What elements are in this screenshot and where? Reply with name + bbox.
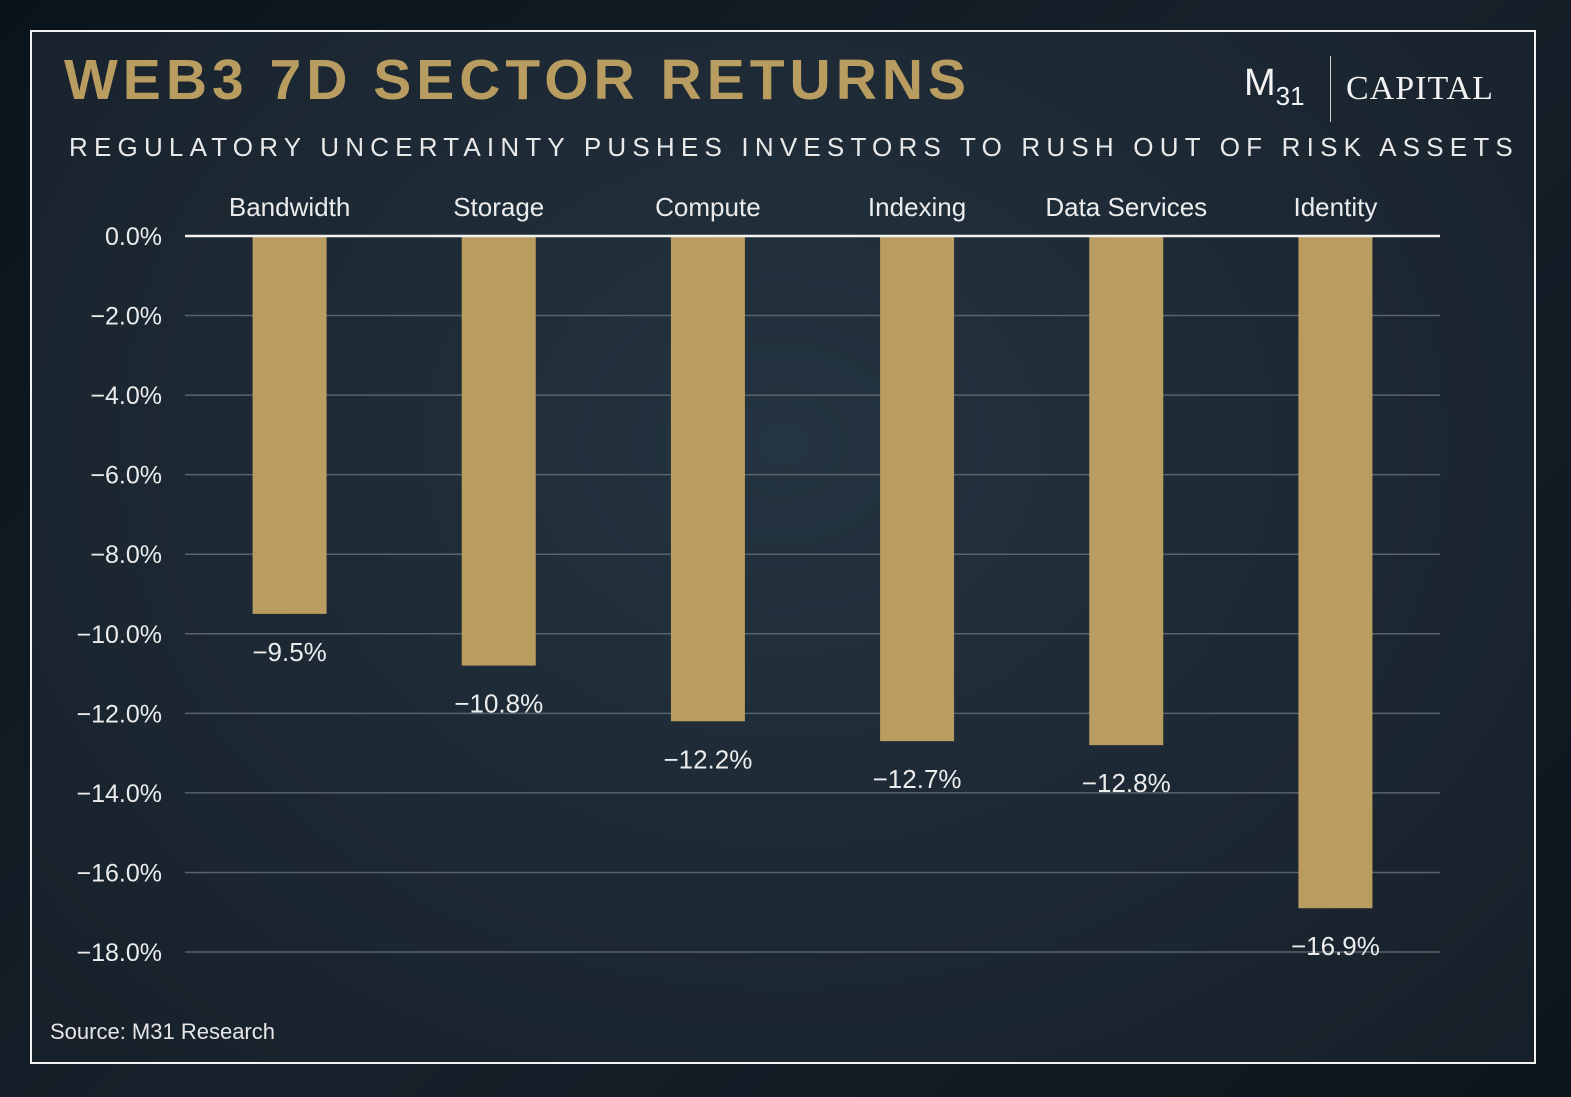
bar bbox=[252, 236, 327, 614]
y-tick-label: −6.0% bbox=[90, 462, 162, 490]
data-label: −9.5% bbox=[252, 637, 326, 667]
y-tick-label: −12.0% bbox=[77, 700, 163, 728]
category-label: Storage bbox=[453, 192, 544, 222]
logo-mark-letter: M bbox=[1244, 62, 1276, 104]
y-tick-label: −18.0% bbox=[77, 939, 163, 967]
logo-wordmark: CAPITAL bbox=[1346, 70, 1494, 107]
category-labels: Bandwidth Storage Compute Indexing Data Serv… bbox=[229, 192, 1377, 222]
logo-divider bbox=[1330, 56, 1331, 122]
y-tick-label: −16.0% bbox=[77, 859, 163, 887]
category-label: Bandwidth bbox=[229, 192, 350, 222]
bars bbox=[252, 236, 1373, 909]
bar bbox=[1089, 236, 1164, 746]
y-axis-ticks: 0.0% −2.0% −4.0% −6.0% −8.0% −10.0% −12.0% −14.… bbox=[77, 223, 163, 967]
data-label: −16.9% bbox=[1291, 931, 1380, 961]
source-note: Source: M31 Research bbox=[50, 1019, 275, 1044]
chart-subtitle: REGULATORY UNCERTAINTY PUSHES INVESTORS … bbox=[69, 132, 1519, 162]
gridlines bbox=[185, 314, 1440, 953]
bar bbox=[880, 236, 955, 742]
category-label: Identity bbox=[1294, 192, 1378, 222]
y-tick-label: −14.0% bbox=[77, 780, 163, 808]
y-tick-label: 0.0% bbox=[105, 223, 162, 251]
bar bbox=[461, 236, 536, 666]
data-labels: −9.5% −10.8% −12.2% −12.7% −12.8% −16.9% bbox=[252, 637, 1380, 961]
bar bbox=[1298, 236, 1373, 909]
data-label: −12.2% bbox=[663, 744, 752, 774]
logo-mark: M31 bbox=[1244, 64, 1305, 109]
category-label: Data Services bbox=[1045, 192, 1207, 222]
y-tick-label: −8.0% bbox=[90, 541, 162, 569]
category-label: Compute bbox=[655, 192, 761, 222]
bar bbox=[670, 236, 745, 722]
y-tick-label: −2.0% bbox=[90, 303, 162, 331]
data-label: −12.7% bbox=[873, 764, 962, 794]
data-label: −10.8% bbox=[454, 689, 543, 719]
data-label: −12.8% bbox=[1082, 768, 1171, 798]
logo-mark-subscript: 31 bbox=[1275, 81, 1305, 111]
category-label: Indexing bbox=[868, 192, 966, 222]
chart-title: WEB3 7D SECTOR RETURNS bbox=[64, 48, 972, 112]
y-tick-label: −10.0% bbox=[77, 621, 163, 649]
y-tick-label: −4.0% bbox=[90, 382, 162, 410]
